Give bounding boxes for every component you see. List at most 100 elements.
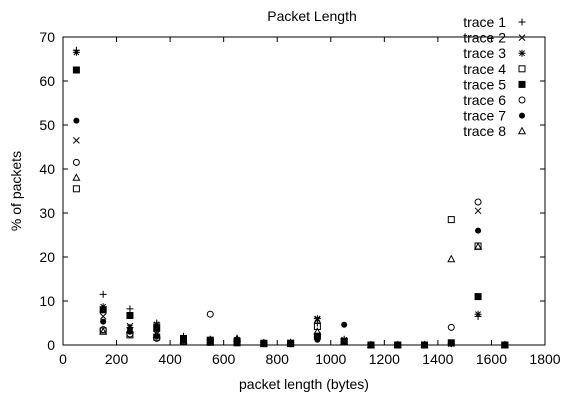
y-tick-label: 20 (39, 249, 55, 265)
data-point (340, 337, 348, 345)
legend-label: trace 1 (463, 14, 506, 30)
data-point (233, 334, 242, 342)
legend-marker (518, 96, 526, 104)
legend-label: trace 5 (463, 76, 506, 92)
data-point (207, 338, 214, 345)
series-1 (72, 46, 509, 349)
data-point (500, 340, 509, 348)
data-point (313, 327, 322, 335)
series-2 (73, 137, 509, 349)
data-point (72, 66, 80, 74)
x-tick-label: 600 (212, 351, 236, 367)
legend-label: trace 3 (463, 45, 506, 61)
legend-label: trace 2 (463, 30, 506, 46)
data-point (420, 340, 429, 348)
legend-item: trace 5 (463, 76, 526, 92)
data-point (474, 242, 483, 250)
data-point (286, 338, 295, 346)
legend-marker (518, 80, 526, 88)
legend-label: trace 8 (463, 123, 506, 139)
data-point (259, 339, 268, 347)
series-7 (73, 117, 508, 348)
data-point (152, 330, 161, 338)
series-layer (72, 46, 509, 349)
data-point (126, 312, 134, 320)
y-tick-label: 10 (39, 293, 55, 309)
legend-marker (518, 49, 526, 57)
x-tick-label: 1400 (422, 351, 453, 367)
data-point (366, 340, 375, 348)
data-point (447, 216, 455, 224)
x-tick-label: 1000 (315, 351, 346, 367)
ticks-layer: 0 200 400 600 800 1000 1200 1400 1600 1800 0 10 20 30… (39, 29, 560, 367)
x-tick-label: 200 (105, 351, 129, 367)
series-6 (72, 158, 509, 349)
data-point (153, 324, 161, 332)
data-point (474, 293, 482, 301)
legend-item: trace 4 (463, 61, 526, 77)
data-point (474, 310, 482, 318)
plot-frame (62, 36, 546, 346)
data-point (125, 325, 134, 333)
x-tick-label: 800 (266, 351, 290, 367)
y-tick-label: 70 (39, 29, 55, 45)
legend-item: trace 8 (463, 123, 527, 139)
data-point (73, 117, 80, 124)
data-point (100, 318, 107, 325)
legend-marker (518, 65, 526, 73)
data-point (72, 173, 81, 181)
legend-marker (519, 112, 525, 119)
x-tick-label: 1200 (369, 351, 400, 367)
data-point (447, 254, 456, 263)
data-point (126, 323, 134, 331)
data-point (99, 290, 107, 298)
chart-title: Packet Length (267, 8, 357, 24)
data-point (448, 340, 455, 347)
data-point (72, 158, 80, 166)
data-point (447, 323, 455, 331)
data-point (474, 207, 482, 215)
data-point (206, 310, 214, 318)
legend-item: trace 2 (463, 30, 526, 46)
legend-item: trace 7 (463, 108, 525, 124)
data-point (99, 313, 107, 320)
x-tick-label: 0 (59, 351, 67, 367)
data-point (126, 305, 134, 313)
data-point (72, 185, 80, 193)
y-tick-label: 0 (47, 337, 55, 353)
x-tick-label: 1600 (476, 351, 507, 367)
legend-item: trace 1 (463, 14, 526, 30)
y-tick-label: 30 (39, 205, 55, 221)
data-point (179, 336, 188, 344)
data-point (475, 227, 482, 234)
x-tick-label: 400 (158, 351, 182, 367)
legend-item: trace 6 (463, 92, 526, 108)
data-point (341, 321, 348, 328)
data-point (73, 137, 80, 144)
legend-marker (518, 34, 526, 41)
legend-label: trace 7 (463, 108, 506, 124)
y-tick-label: 60 (39, 73, 55, 89)
series-8 (72, 173, 509, 348)
data-point (314, 336, 321, 343)
y-tick-label: 50 (39, 117, 55, 133)
data-point (99, 306, 107, 314)
data-point (340, 336, 349, 345)
data-point (99, 326, 107, 334)
data-point (313, 315, 321, 323)
legend-marker (517, 126, 527, 135)
data-point (72, 48, 80, 56)
legend-item: trace 3 (463, 45, 526, 61)
data-point (206, 337, 215, 345)
data-point (99, 327, 108, 335)
legend-marker (518, 18, 526, 26)
x-tick-label: 1800 (529, 351, 560, 367)
data-point (313, 323, 321, 331)
legend-label: trace 4 (463, 61, 506, 77)
data-point (153, 320, 161, 328)
y-axis-label: % of packets (8, 151, 24, 231)
x-axis-label: packet length (bytes) (239, 376, 369, 392)
y-tick-label: 40 (39, 161, 55, 177)
